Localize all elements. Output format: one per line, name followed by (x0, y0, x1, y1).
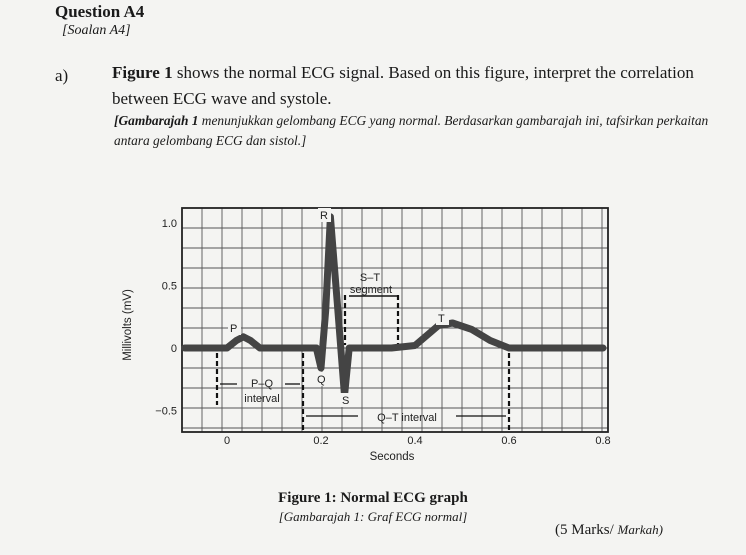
marks-text: (5 Marks/ (555, 522, 618, 538)
y-axis-label: Millivolts (mV) (122, 289, 134, 361)
annotation-label: T (438, 313, 445, 325)
figure-reference: Figure 1 (112, 63, 173, 82)
annotation-label: P (230, 323, 237, 335)
annotation-label: interval (244, 393, 279, 405)
x-tick-label: 0.2 (313, 435, 328, 447)
annotation-label: P–Q (251, 378, 273, 390)
annotation-label: segment (350, 284, 392, 296)
annotation-label: S (342, 395, 349, 407)
question-body: shows the normal ECG signal. Based on th… (112, 63, 694, 108)
annotation-label: Q (317, 374, 326, 386)
figure-caption-malay: [Gambarajah 1: Graf ECG normal] (278, 509, 468, 524)
x-axis-label: Seconds (370, 451, 415, 463)
chart-axis-labels: Seconds Millivolts (mV) (122, 289, 415, 463)
annotation-label: Q–T interval (377, 412, 437, 424)
question-body-malay: menunjukkan gelombang ECG yang normal. B… (114, 113, 709, 148)
annotation-label-bg (340, 393, 353, 407)
annotation-label-bg (315, 372, 328, 386)
annotation-label-bg (318, 208, 331, 222)
x-tick-label: 0.4 (407, 435, 422, 447)
figure-caption: Figure 1: Normal ECG graph (278, 490, 468, 506)
question-text-english: Figure 1 shows the normal ECG signal. Ba… (112, 60, 712, 112)
marks-label: (5 Marks/ Markah) (555, 522, 663, 539)
y-tick-label: −0.5 (155, 406, 177, 418)
y-tick-label: 0 (171, 343, 177, 355)
ecg-trace (181, 213, 607, 399)
figure-reference-malay: [Gambarajah 1 (114, 113, 199, 128)
plot-frame (181, 207, 609, 433)
part-label: a) (55, 66, 69, 85)
x-tick-label: 0.8 (595, 435, 610, 447)
question-title: Question A4 (55, 2, 145, 21)
annotation-label-bg (228, 321, 241, 335)
x-tick-label: 0.6 (501, 435, 516, 447)
y-tick-label: 0.5 (162, 281, 177, 293)
chart-interval-markers (215, 295, 511, 432)
marks-malay: Markah) (617, 522, 664, 537)
question-text-malay: [Gambarajah 1 menunjukkan gelombang ECG … (114, 111, 714, 151)
chart-tick-labels: 0 0.2 0.4 0.6 0.8 1.0 0.5 0 −0.5 (155, 218, 610, 447)
x-tick-label: 0 (224, 435, 230, 447)
annotation-label-bg (436, 311, 449, 325)
y-tick-label: 1.0 (162, 218, 177, 230)
annotation-label: R (320, 210, 328, 222)
question-subtitle: [Soalan A4] (62, 23, 131, 38)
annotation-label: S–T (360, 272, 380, 284)
